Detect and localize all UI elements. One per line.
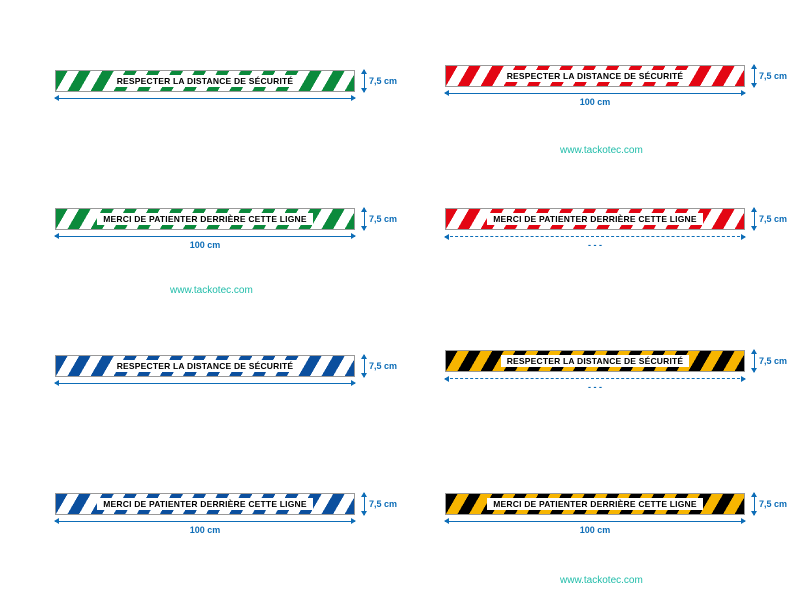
height-label: 7,5 cm — [369, 214, 397, 224]
dim-arrow-vertical — [364, 208, 365, 230]
watermark: www.tackotec.com — [560, 575, 643, 586]
dim-arrow-vertical — [364, 493, 365, 515]
width-label: 100 cm — [190, 240, 221, 250]
safety-strip: MERCI DE PATIENTER DERRIÈRE CETTE LIGNE — [445, 208, 745, 230]
width-dimension: - - - — [445, 378, 745, 392]
strip-cell-yellowblack-patienter: MERCI DE PATIENTER DERRIÈRE CETTE LIGNE7… — [420, 448, 770, 581]
strip-label: MERCI DE PATIENTER DERRIÈRE CETTE LIGNE — [97, 498, 312, 510]
strip-cell-blue-distance: RESPECTER LA DISTANCE DE SÉCURITÉ7,5 cm — [30, 305, 380, 438]
width-dimension: 100 cm — [445, 93, 745, 107]
height-dimension: 7,5 cm — [754, 350, 787, 372]
dim-arrow-horizontal — [445, 93, 745, 94]
dim-arrow-horizontal — [55, 383, 355, 384]
dim-arrow-vertical — [754, 350, 755, 372]
height-label: 7,5 cm — [759, 356, 787, 366]
dim-arrow-vertical — [754, 65, 755, 87]
height-label: 7,5 cm — [759, 71, 787, 81]
width-label: 100 cm — [580, 525, 611, 535]
strip-label: MERCI DE PATIENTER DERRIÈRE CETTE LIGNE — [487, 213, 702, 225]
strip-wrap: RESPECTER LA DISTANCE DE SÉCURITÉ7,5 cm — [445, 65, 745, 87]
strip-wrap: MERCI DE PATIENTER DERRIÈRE CETTE LIGNE7… — [55, 493, 355, 515]
width-dimension — [55, 383, 355, 387]
safety-strip: RESPECTER LA DISTANCE DE SÉCURITÉ — [445, 65, 745, 87]
dim-arrow-horizontal — [55, 236, 355, 237]
strip-label: RESPECTER LA DISTANCE DE SÉCURITÉ — [111, 360, 300, 372]
height-dimension: 7,5 cm — [754, 65, 787, 87]
strip-label: RESPECTER LA DISTANCE DE SÉCURITÉ — [501, 355, 690, 367]
dim-arrow-horizontal — [55, 98, 355, 99]
watermark: www.tackotec.com — [560, 145, 643, 156]
safety-strip: RESPECTER LA DISTANCE DE SÉCURITÉ — [55, 70, 355, 92]
safety-strip: RESPECTER LA DISTANCE DE SÉCURITÉ — [445, 350, 745, 372]
safety-strip: MERCI DE PATIENTER DERRIÈRE CETTE LIGNE — [55, 493, 355, 515]
width-label: 100 cm — [190, 525, 221, 535]
dim-arrow-vertical — [754, 493, 755, 515]
width-dimension — [55, 98, 355, 102]
strip-wrap: RESPECTER LA DISTANCE DE SÉCURITÉ7,5 cm — [55, 355, 355, 377]
height-label: 7,5 cm — [759, 214, 787, 224]
strip-cell-blue-patienter: MERCI DE PATIENTER DERRIÈRE CETTE LIGNE7… — [30, 448, 380, 581]
width-dimension: 100 cm — [55, 236, 355, 250]
strip-cell-yellowblack-distance: RESPECTER LA DISTANCE DE SÉCURITÉ7,5 cm -… — [420, 305, 770, 438]
strip-wrap: MERCI DE PATIENTER DERRIÈRE CETTE LIGNE7… — [445, 493, 745, 515]
strip-wrap: MERCI DE PATIENTER DERRIÈRE CETTE LIGNE7… — [55, 208, 355, 230]
width-dimension: 100 cm — [55, 521, 355, 535]
strip-catalog-grid: RESPECTER LA DISTANCE DE SÉCURITÉ7,5 cmR… — [0, 0, 800, 600]
strip-wrap: RESPECTER LA DISTANCE DE SÉCURITÉ7,5 cm — [445, 350, 745, 372]
dim-arrow-vertical — [364, 70, 365, 92]
strip-wrap: RESPECTER LA DISTANCE DE SÉCURITÉ7,5 cm — [55, 70, 355, 92]
height-label: 7,5 cm — [369, 499, 397, 509]
strip-label: RESPECTER LA DISTANCE DE SÉCURITÉ — [111, 75, 300, 87]
height-label: 7,5 cm — [759, 499, 787, 509]
width-label: - - - — [588, 382, 602, 392]
safety-strip: MERCI DE PATIENTER DERRIÈRE CETTE LIGNE — [445, 493, 745, 515]
height-dimension: 7,5 cm — [754, 493, 787, 515]
width-dimension: 100 cm — [445, 521, 745, 535]
dim-arrow-horizontal — [55, 521, 355, 522]
height-dimension: 7,5 cm — [364, 493, 397, 515]
strip-cell-red-distance: RESPECTER LA DISTANCE DE SÉCURITÉ7,5 cm 1… — [420, 20, 770, 153]
safety-strip: MERCI DE PATIENTER DERRIÈRE CETTE LIGNE — [55, 208, 355, 230]
dim-arrow-horizontal — [445, 521, 745, 522]
strip-cell-green-patienter: MERCI DE PATIENTER DERRIÈRE CETTE LIGNE7… — [30, 163, 380, 296]
dim-arrow-horizontal — [445, 236, 745, 237]
strip-label: MERCI DE PATIENTER DERRIÈRE CETTE LIGNE — [487, 498, 702, 510]
height-dimension: 7,5 cm — [364, 208, 397, 230]
strip-cell-red-patienter: MERCI DE PATIENTER DERRIÈRE CETTE LIGNE7… — [420, 163, 770, 296]
safety-strip: RESPECTER LA DISTANCE DE SÉCURITÉ — [55, 355, 355, 377]
height-label: 7,5 cm — [369, 76, 397, 86]
dim-arrow-vertical — [364, 355, 365, 377]
width-label: - - - — [588, 240, 602, 250]
height-dimension: 7,5 cm — [364, 355, 397, 377]
dim-arrow-horizontal — [445, 378, 745, 379]
height-label: 7,5 cm — [369, 361, 397, 371]
watermark: www.tackotec.com — [170, 285, 253, 296]
strip-cell-green-distance: RESPECTER LA DISTANCE DE SÉCURITÉ7,5 cm — [30, 20, 380, 153]
strip-label: RESPECTER LA DISTANCE DE SÉCURITÉ — [501, 70, 690, 82]
strip-wrap: MERCI DE PATIENTER DERRIÈRE CETTE LIGNE7… — [445, 208, 745, 230]
height-dimension: 7,5 cm — [364, 70, 397, 92]
height-dimension: 7,5 cm — [754, 208, 787, 230]
width-dimension: - - - — [445, 236, 745, 250]
dim-arrow-vertical — [754, 208, 755, 230]
strip-label: MERCI DE PATIENTER DERRIÈRE CETTE LIGNE — [97, 213, 312, 225]
width-label: 100 cm — [580, 97, 611, 107]
